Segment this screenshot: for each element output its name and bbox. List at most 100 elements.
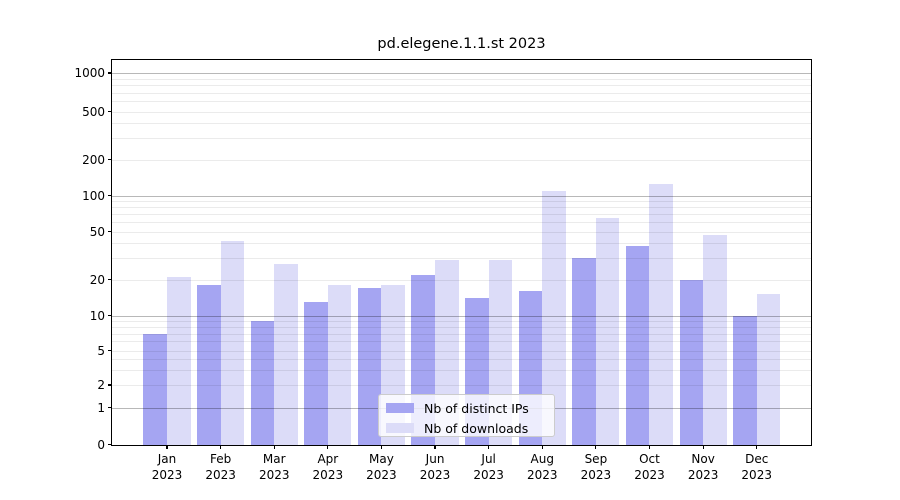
gridline-minor <box>112 358 811 360</box>
x-tick-label-line: Nov <box>691 452 715 466</box>
gridline-minor <box>112 320 811 322</box>
gridline-minor <box>112 85 811 87</box>
x-tick-label-line: Jul <box>481 452 496 466</box>
x-tick-label-line: 2023 <box>634 467 665 482</box>
x-tick-mark <box>488 445 490 449</box>
gridline-minor <box>112 231 811 233</box>
gridline-minor <box>112 207 811 209</box>
bar-downloads <box>220 240 245 445</box>
x-tick-label-line: 2023 <box>580 467 612 482</box>
x-tick-label: Nov 2023 <box>673 452 733 483</box>
gridline-minor <box>112 214 811 216</box>
gridline-minor <box>112 385 811 386</box>
legend-label-distinct-ips: Nb of distinct IPs <box>424 400 529 416</box>
y-tick-label: 10 <box>89 308 105 323</box>
gridline-major <box>112 315 811 317</box>
y-tick-label: 500 <box>82 104 105 119</box>
bar-distinct-ips <box>357 287 382 445</box>
y-tick-label: 50 <box>89 224 105 239</box>
gridline-minor <box>112 341 811 343</box>
y-tick-mark <box>108 158 112 161</box>
legend-entry-distinct-ips: Nb of distinct IPs <box>379 399 554 417</box>
legend-label-downloads: Nb of downloads <box>424 420 529 436</box>
bar-downloads <box>703 234 727 445</box>
y-tick-label: 1000 <box>74 66 105 80</box>
x-tick-mark <box>595 445 597 449</box>
bar-downloads <box>542 190 566 445</box>
gridline-minor <box>112 78 811 80</box>
y-tick-mark <box>108 194 112 197</box>
x-tick-label-line: 2023 <box>473 467 504 482</box>
x-tick-mark <box>702 445 704 449</box>
x-tick-label-line: 2023 <box>526 467 558 482</box>
x-tick-label-line: 2023 <box>151 467 183 482</box>
gridline-minor <box>112 222 811 224</box>
y-tick-mark <box>108 443 112 446</box>
gridline-minor <box>112 326 811 328</box>
gridline-minor <box>112 101 811 103</box>
x-tick-mark <box>434 445 436 449</box>
y-tick-label: 2 <box>97 378 105 392</box>
bar-downloads <box>756 294 781 445</box>
gridline-major <box>112 195 811 197</box>
x-tick-label-line: 2023 <box>312 467 344 482</box>
x-tick-label: May 2023 <box>351 452 411 483</box>
x-tick-label-line: Apr <box>317 452 339 466</box>
gridline-minor <box>112 92 811 94</box>
y-tick-mark <box>108 230 112 233</box>
x-tick-label-line: Jun <box>425 452 445 466</box>
x-tick-label: Jul 2023 <box>459 452 519 483</box>
x-tick-label-line: 2023 <box>258 467 290 482</box>
gridline-minor <box>112 279 811 281</box>
bar-downloads <box>649 183 674 445</box>
legend-entry-downloads: Nb of downloads <box>379 419 554 437</box>
x-tick-label: Aug 2023 <box>512 452 572 483</box>
y-tick-mark <box>108 278 112 281</box>
bar-distinct-ips <box>572 258 596 445</box>
x-tick-mark <box>220 445 222 449</box>
bar-distinct-ips <box>733 315 757 445</box>
x-tick-label-line: Sep <box>584 452 608 466</box>
bar-distinct-ips <box>304 301 328 445</box>
legend: Nb of distinct IPs Nb of downloads <box>378 394 555 437</box>
x-tick-label-line: Mar <box>262 452 286 466</box>
gridline-minor <box>112 333 811 335</box>
x-tick-label-line: Oct <box>639 452 660 466</box>
x-tick-label-line: 2023 <box>205 467 236 482</box>
x-tick-label: Feb 2023 <box>191 452 251 483</box>
bar-distinct-ips <box>625 245 650 445</box>
x-tick-label: Oct 2023 <box>619 452 679 483</box>
y-tick-label: 5 <box>97 343 105 358</box>
y-tick-mark <box>108 349 112 352</box>
x-tick-label-line: 2023 <box>419 467 451 482</box>
x-tick-mark <box>273 445 275 449</box>
x-tick-label-line: Feb <box>209 452 232 466</box>
bar-distinct-ips <box>250 320 275 445</box>
x-tick-mark <box>756 445 758 449</box>
x-tick-mark <box>166 445 168 449</box>
x-tick-mark <box>541 445 543 449</box>
x-tick-label-line: Jan <box>157 452 177 466</box>
y-tick-label: 0 <box>97 437 105 452</box>
legend-swatch-downloads <box>386 423 414 433</box>
bar-downloads <box>167 276 191 445</box>
gridline-minor <box>112 200 811 202</box>
x-tick-label: Jun 2023 <box>405 452 465 483</box>
gridline-minor <box>112 159 811 161</box>
x-tick-label-line: May <box>369 452 394 466</box>
bar-downloads <box>595 217 620 445</box>
gridline-minor <box>112 369 811 371</box>
plot-area <box>112 60 811 445</box>
y-tick-mark <box>108 406 112 409</box>
gridline-minor <box>112 350 811 352</box>
x-tick-label-line: Dec <box>745 452 769 466</box>
bar-distinct-ips <box>143 333 167 445</box>
gridline-minor <box>112 111 811 113</box>
x-tick-label-line: Aug <box>530 452 554 466</box>
x-tick-mark <box>327 445 329 449</box>
x-tick-label: Jan 2023 <box>137 452 197 483</box>
x-tick-label-line: 2023 <box>687 467 719 482</box>
y-tick-mark <box>108 384 112 386</box>
y-tick-label: 100 <box>82 188 105 203</box>
